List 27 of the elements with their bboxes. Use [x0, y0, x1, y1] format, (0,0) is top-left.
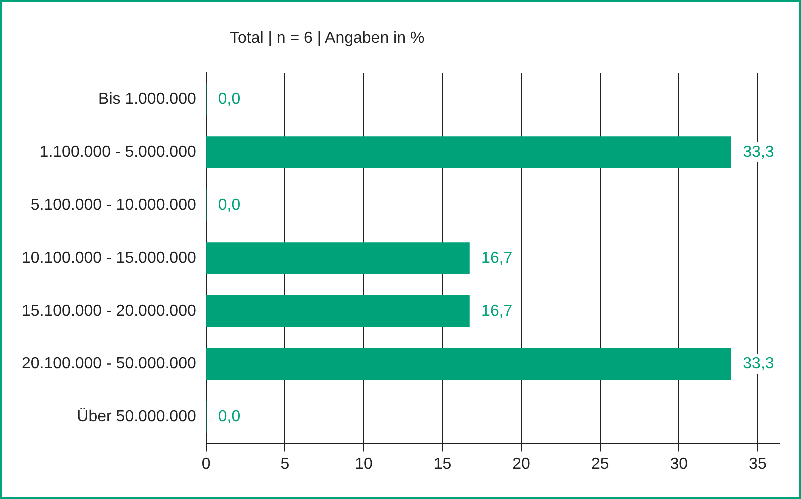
bar	[206, 296, 470, 328]
y-tick-label: Bis 1.000.000	[98, 90, 196, 108]
y-tick-label: 15.100.000 - 20.000.000	[22, 302, 196, 320]
y-tick-label: 10.100.000 - 15.000.000	[22, 250, 196, 267]
data-label: 16,7	[482, 302, 513, 320]
data-label: 33,3	[743, 144, 774, 161]
bar	[206, 242, 470, 274]
data-label: 33,3	[743, 356, 774, 373]
data-label: 0,0	[218, 408, 241, 426]
y-tick-label: 1.100.000 - 5.000.000	[40, 144, 196, 161]
x-tick-label: 0	[202, 456, 211, 473]
x-tick-label: 10	[355, 456, 373, 473]
y-tick-label: 5.100.000 - 10.000.000	[30, 196, 196, 214]
x-tick-label: 20	[512, 456, 531, 473]
data-label: 16,7	[482, 250, 513, 267]
bar	[206, 136, 732, 168]
data-label: 0,0	[218, 196, 241, 214]
bar	[206, 348, 732, 380]
data-label: 0,0	[218, 90, 241, 108]
x-tick-label: 25	[591, 456, 610, 473]
x-tick-label: 35	[749, 456, 767, 473]
x-tick-label: 15	[434, 456, 452, 473]
x-tick-label: 5	[280, 456, 290, 473]
y-tick-label: 20.100.000 - 50.000.000	[22, 356, 196, 373]
chart-title: Total | n = 6 | Angaben in %	[230, 30, 425, 48]
y-tick-label: Über 50.000.000	[77, 408, 196, 426]
x-tick-label: 30	[670, 456, 688, 473]
